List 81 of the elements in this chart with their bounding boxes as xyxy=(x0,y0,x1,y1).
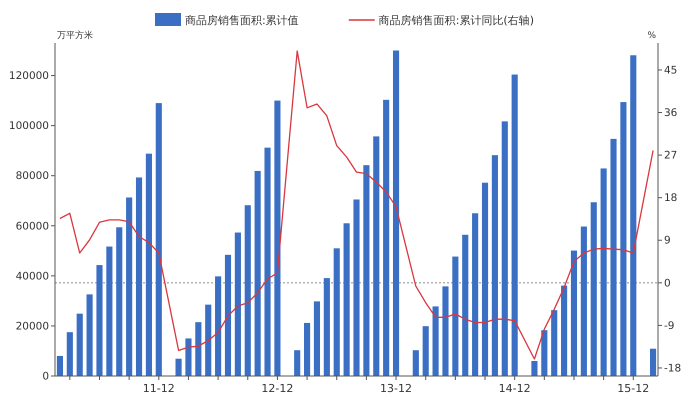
x-tick-label: 15-12 xyxy=(617,382,650,395)
y2-tick-label: 18 xyxy=(664,192,678,204)
bar xyxy=(294,350,300,376)
bar xyxy=(600,168,607,376)
bar xyxy=(570,250,578,376)
bar xyxy=(185,338,192,376)
bar xyxy=(432,306,439,376)
bar xyxy=(353,199,360,376)
y-tick-label: 60000 xyxy=(16,220,49,232)
bar xyxy=(462,234,468,376)
y-tick-label: 20000 xyxy=(16,320,49,332)
bar xyxy=(363,165,370,376)
y2-tick-label: 45 xyxy=(664,64,678,76)
bar xyxy=(76,314,83,376)
legend-label: 商品房销售面积:累计同比(右轴) xyxy=(378,14,534,27)
bar xyxy=(373,136,380,376)
bar xyxy=(195,322,202,376)
bar xyxy=(106,246,112,376)
y2-tick-label: 0 xyxy=(664,277,671,290)
bar xyxy=(422,326,429,376)
bar xyxy=(482,182,488,376)
bar xyxy=(492,155,498,376)
bar xyxy=(650,348,656,376)
x-tick-label: 11-12 xyxy=(142,382,175,395)
bar xyxy=(551,310,558,376)
y2-tick-label: -18 xyxy=(664,362,682,374)
bar xyxy=(126,197,132,376)
legend-label: 商品房销售面积:累计值 xyxy=(185,14,299,27)
y2-tick-label: 36 xyxy=(664,107,678,120)
bar xyxy=(244,205,251,376)
y-tick-label: 100000 xyxy=(8,120,49,132)
y-tick-label: 120000 xyxy=(8,70,49,82)
bar xyxy=(502,121,508,376)
bar xyxy=(541,330,548,376)
x-tick-label: 14-12 xyxy=(498,382,531,395)
bar xyxy=(96,265,103,376)
bar xyxy=(56,356,64,376)
bar xyxy=(254,170,261,376)
bar xyxy=(610,138,617,376)
bar xyxy=(452,256,458,376)
bar xyxy=(620,102,626,376)
bar xyxy=(136,177,142,376)
bar xyxy=(334,248,340,376)
x-tick-label: 12-12 xyxy=(261,382,294,395)
line-series xyxy=(59,50,654,360)
y2-tick-label: 9 xyxy=(664,234,671,247)
bar xyxy=(392,50,400,376)
y-tick-label: 0 xyxy=(42,370,49,382)
bar xyxy=(512,74,518,376)
y-tick-label: 80000 xyxy=(16,170,49,182)
bar xyxy=(344,223,350,376)
bar xyxy=(66,332,73,376)
bar xyxy=(590,202,597,376)
bar xyxy=(531,360,538,376)
bar xyxy=(215,276,222,376)
bar xyxy=(234,232,241,376)
bar xyxy=(314,301,320,376)
y2-axis-title: % xyxy=(647,31,656,41)
bar xyxy=(383,100,390,376)
bar xyxy=(472,213,478,376)
bar xyxy=(146,154,152,376)
bar xyxy=(156,103,162,376)
bar xyxy=(580,226,587,376)
y-tick-label: 40000 xyxy=(16,270,49,282)
bar xyxy=(412,350,419,376)
y2-tick-label: 27 xyxy=(664,150,678,162)
bar xyxy=(442,286,449,376)
bar xyxy=(324,278,330,376)
bar xyxy=(304,322,310,376)
bar xyxy=(224,254,232,376)
x-tick-label: 13-12 xyxy=(380,382,412,395)
y2-tick-label: -9 xyxy=(664,320,674,332)
bar xyxy=(274,100,280,376)
bar xyxy=(116,227,122,376)
bar xyxy=(264,148,271,376)
bar xyxy=(176,358,182,376)
bar xyxy=(561,286,568,376)
y-axis-title: 万平方米 xyxy=(57,30,93,41)
bar xyxy=(205,304,212,376)
bar xyxy=(86,294,93,376)
bar xyxy=(630,55,636,376)
